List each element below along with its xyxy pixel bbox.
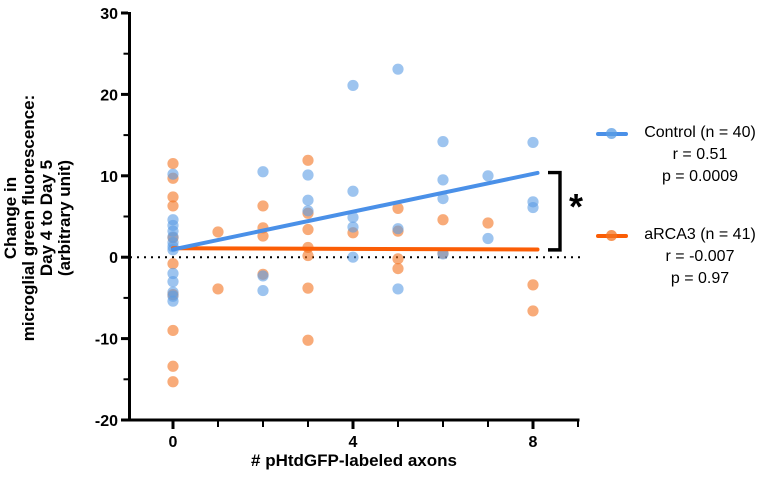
- significance-bracket: [548, 170, 562, 252]
- data-point-control: [167, 276, 179, 288]
- legend-control-r: r = 0.51: [672, 146, 728, 163]
- data-point-arca3: [392, 202, 404, 214]
- data-point-arca3: [302, 223, 314, 236]
- legend-arca3-name: aRCA3 (n = 41): [644, 226, 756, 243]
- legend-entry-control: Control (n = 40) r = 0.51 p = 0.0009: [630, 122, 767, 188]
- data-point-arca3: [527, 305, 539, 317]
- legend-arca3-p: p = 0.97: [670, 270, 730, 287]
- data-point-arca3: [392, 262, 404, 275]
- data-point-arca3: [167, 360, 179, 372]
- data-point-control: [392, 283, 404, 295]
- legend-control-name: Control (n = 40): [644, 124, 756, 141]
- data-point-control: [257, 166, 269, 178]
- data-point-arca3: [302, 282, 314, 294]
- y-axis-title-line: Change in: [1, 176, 20, 260]
- legend-entry-arca3: aRCA3 (n = 41) r = -0.007 p = 0.97: [630, 224, 767, 290]
- data-point-control: [302, 169, 314, 181]
- data-point-arca3: [212, 283, 224, 295]
- y-tick-label: 0: [109, 250, 118, 267]
- data-point-control: [437, 174, 449, 186]
- data-point-control: [437, 192, 449, 205]
- x-tick-label: 0: [169, 434, 178, 451]
- data-point-arca3: [167, 157, 179, 170]
- y-axis-title-line: microglial green fluorescence:: [19, 94, 38, 342]
- data-point-control: [392, 63, 404, 75]
- data-point-control: [167, 295, 179, 307]
- data-point-arca3: [257, 200, 269, 212]
- x-tick-label: 8: [529, 434, 538, 451]
- trendline-arca3: [171, 246, 540, 252]
- data-point-control: [347, 251, 359, 263]
- legend-arca3-r: r = -0.007: [665, 248, 735, 265]
- data-point-control: [302, 205, 314, 217]
- data-point-control: [482, 170, 494, 182]
- data-point-arca3: [437, 214, 449, 226]
- data-point-arca3: [167, 200, 179, 212]
- y-axis-title-line: Day 4 to Day 5: [37, 159, 56, 277]
- arca3-legend-marker-icon: [596, 230, 628, 241]
- data-point-arca3: [302, 249, 314, 262]
- data-point-arca3: [527, 279, 539, 291]
- data-point-control: [347, 185, 359, 197]
- y-axis-title-line: (arbitrary unit): [55, 159, 74, 277]
- y-tick-label: -20: [95, 413, 118, 430]
- y-tick-label: 20: [100, 87, 118, 104]
- data-point-arca3: [302, 154, 314, 166]
- data-point-control: [257, 270, 269, 282]
- data-point-control: [347, 211, 359, 223]
- control-dot-swatch: [606, 128, 617, 139]
- data-point-arca3: [392, 253, 404, 265]
- data-point-arca3: [257, 230, 269, 242]
- data-point-control: [437, 136, 449, 148]
- data-point-arca3: [167, 324, 179, 337]
- data-point-control: [527, 201, 539, 214]
- data-point-control: [482, 232, 494, 245]
- y-tick-label: 30: [100, 6, 118, 23]
- control-legend-marker-icon: [596, 128, 628, 139]
- x-axis-title: # pHtdGFP-labeled axons: [251, 451, 457, 470]
- data-point-control: [347, 79, 359, 92]
- data-point-control: [302, 194, 314, 206]
- significance-asterisk: *: [569, 186, 583, 227]
- data-point-arca3: [167, 191, 179, 203]
- data-point-control: [392, 223, 404, 235]
- arca3-dot-swatch: [606, 230, 617, 241]
- data-point-control: [167, 168, 179, 180]
- data-point-control: [347, 221, 359, 233]
- y-axis-title: Change in microglial green fluorescence:…: [1, 38, 78, 398]
- data-point-control: [167, 267, 179, 280]
- y-tick-label: 10: [100, 169, 118, 186]
- data-point-arca3: [212, 226, 224, 238]
- data-point-arca3: [482, 217, 494, 229]
- data-point-arca3: [167, 376, 179, 388]
- trendline-control: [171, 170, 540, 252]
- y-tick-label: -10: [95, 332, 118, 349]
- data-point-arca3: [167, 258, 179, 270]
- data-point-arca3: [302, 334, 314, 346]
- x-tick-label: 4: [349, 434, 358, 451]
- legend-control-p: p = 0.0009: [661, 168, 739, 185]
- data-point-control: [257, 284, 269, 297]
- data-point-control: [527, 136, 539, 149]
